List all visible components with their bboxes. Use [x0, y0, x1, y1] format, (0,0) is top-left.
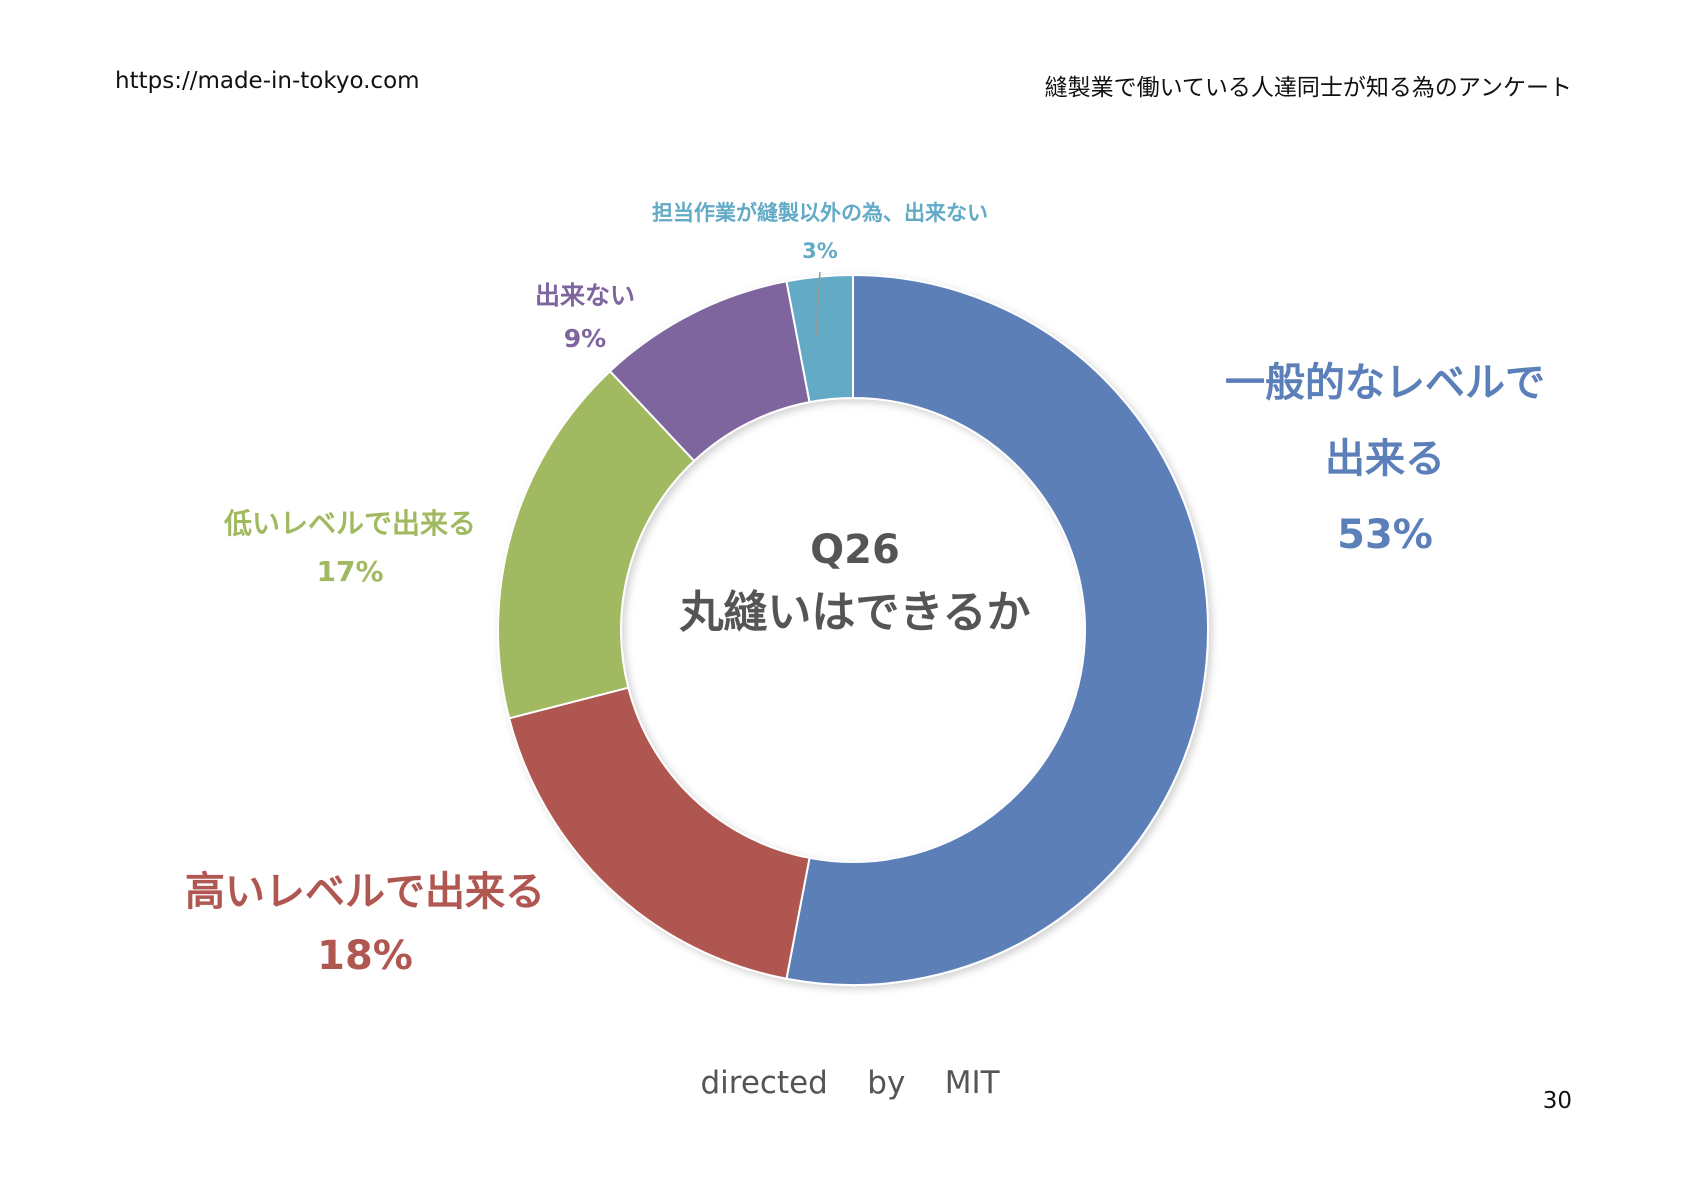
slice-pct-low-level: 17% — [316, 554, 384, 588]
slice-low-level — [497, 369, 696, 720]
slice-label-cannot: 出来ない 9% — [500, 275, 670, 360]
slice-label-general-level: 一般的なレベルで 出来る 53% — [1195, 345, 1575, 573]
page-number: 30 — [1542, 1088, 1572, 1114]
slice-high-level — [507, 686, 811, 980]
chart-center-title: Q26 丸縫いはできるか — [595, 520, 1115, 646]
question-text: 丸縫いはできるか — [679, 587, 1031, 638]
slice-label-general-level-line2: 出来る — [1325, 436, 1445, 482]
site-url: https://made-in-tokyo.com — [115, 68, 420, 94]
slice-general-level — [785, 273, 1209, 986]
slice-label-not-sewing: 担当作業が縫製以外の為、出来ない 3% — [580, 195, 1060, 271]
question-number: Q26 — [810, 527, 900, 573]
slice-pct-general-level: 53% — [1337, 512, 1433, 558]
slice-label-general-level-line1: 一般的なレベルで — [1225, 360, 1545, 406]
slice-name-cannot: 出来ない — [534, 281, 635, 310]
slice-name-not-sewing: 担当作業が縫製以外の為、出来ない — [652, 201, 988, 225]
footer-credit: directed by MIT — [700, 1065, 1000, 1101]
slice-label-low-level: 低いレベルで出来る 17% — [190, 500, 510, 595]
slice-not-sewing — [785, 273, 854, 404]
slice-pct-cannot: 9% — [563, 323, 607, 353]
slice-name-low-level: 低いレベルで出来る — [223, 507, 476, 540]
slice-label-high-level: 高いレベルで出来る 18% — [140, 860, 590, 988]
slice-pct-not-sewing: 3% — [802, 238, 838, 263]
survey-title: 縫製業で働いている人達同士が知る為のアンケート — [1044, 75, 1572, 101]
slice-name-high-level: 高いレベルで出来る — [185, 869, 545, 915]
leader-line — [815, 271, 821, 337]
slice-pct-high-level: 18% — [317, 933, 413, 979]
